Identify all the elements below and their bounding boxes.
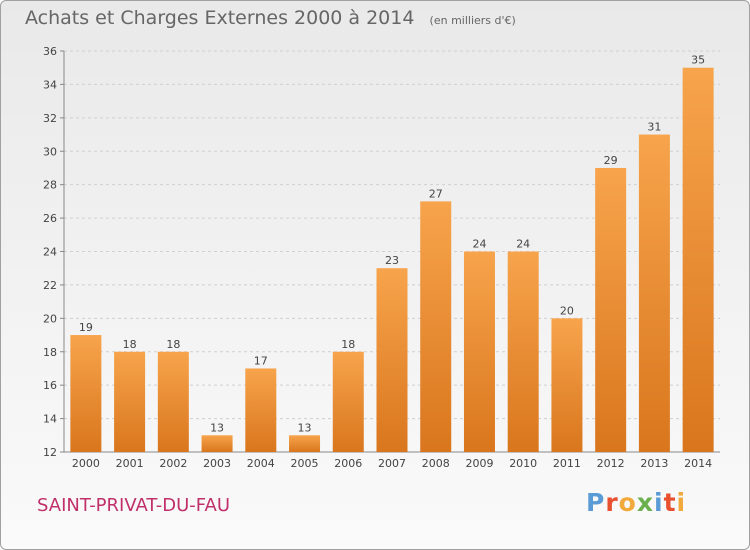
bar-value-label: 27 [429,187,443,200]
bar-value-label: 35 [691,54,705,67]
y-tick-label: 14 [43,413,57,426]
bar-value-label: 31 [647,121,661,134]
bar-value-label: 18 [123,338,137,351]
bar [332,351,364,452]
logo-letter: t [663,488,677,517]
labels: 12 14 16 18 20 22 24 26 28 30 32 34 36 19 2000 18 2001 18… [43,45,712,470]
x-tick-label: 2009 [465,457,493,470]
bar [551,318,583,452]
proxiti-logo: Proxiti [586,488,686,517]
logo-letter: o [618,488,637,517]
bar [595,167,627,453]
bar-value-label: 24 [472,238,486,251]
logo-letter: i [676,488,687,517]
bar [114,351,146,452]
logo-letter: P [586,488,606,517]
bar [376,268,408,452]
y-tick-label: 28 [43,179,57,192]
bar [289,435,321,452]
bar-value-label: 29 [604,154,618,167]
bars [70,67,714,453]
y-tick-label: 36 [43,45,57,58]
bar-value-label: 18 [341,338,355,351]
title-row: Achats et Charges Externes 2000 à 2014 (… [25,7,516,29]
x-tick-label: 2003 [203,457,231,470]
bar [201,435,233,452]
bar [682,67,714,452]
bar [638,134,670,452]
x-tick-label: 2013 [640,457,668,470]
x-tick-label: 2002 [159,457,187,470]
bar [245,368,277,452]
x-tick-label: 2008 [422,457,450,470]
x-tick-label: 2014 [684,457,712,470]
bar [463,251,495,452]
bar-value-label: 23 [385,254,399,267]
y-tick-label: 16 [43,379,57,392]
y-tick-label: 26 [43,212,57,225]
bar [507,251,539,452]
x-tick-label: 2011 [553,457,581,470]
x-tick-label: 2004 [247,457,275,470]
y-tick-label: 30 [43,145,57,158]
y-tick-label: 22 [43,279,57,292]
logo-letter: x [636,488,654,517]
chart-title: Achats et Charges Externes 2000 à 2014 [25,7,415,29]
chart-unit: (en milliers d'€) [429,14,516,27]
bar-value-label: 24 [516,238,530,251]
x-tick-label: 2012 [597,457,625,470]
bar-value-label: 13 [210,421,224,434]
x-tick-label: 2000 [72,457,100,470]
bar-value-label: 20 [560,304,574,317]
x-tick-label: 2006 [334,457,362,470]
y-tick-label: 18 [43,346,57,359]
bar-value-label: 18 [166,338,180,351]
y-tick-label: 12 [43,446,57,459]
x-tick-label: 2007 [378,457,406,470]
x-tick-label: 2001 [116,457,144,470]
bar-value-label: 17 [254,354,268,367]
y-tick-label: 24 [43,246,57,259]
x-tick-label: 2010 [509,457,537,470]
y-tick-label: 32 [43,112,57,125]
y-tick-label: 34 [43,78,57,91]
x-tick-label: 2005 [291,457,319,470]
logo-letter: i [654,488,664,517]
logo-letter: r [605,488,619,517]
bar-value-label: 19 [79,321,93,334]
bar-value-label: 13 [298,421,312,434]
bar [420,201,452,452]
bar [70,335,102,452]
bar [157,351,189,452]
y-tick-label: 20 [43,312,57,325]
commune-name: SAINT-PRIVAT-DU-FAU [37,495,230,516]
